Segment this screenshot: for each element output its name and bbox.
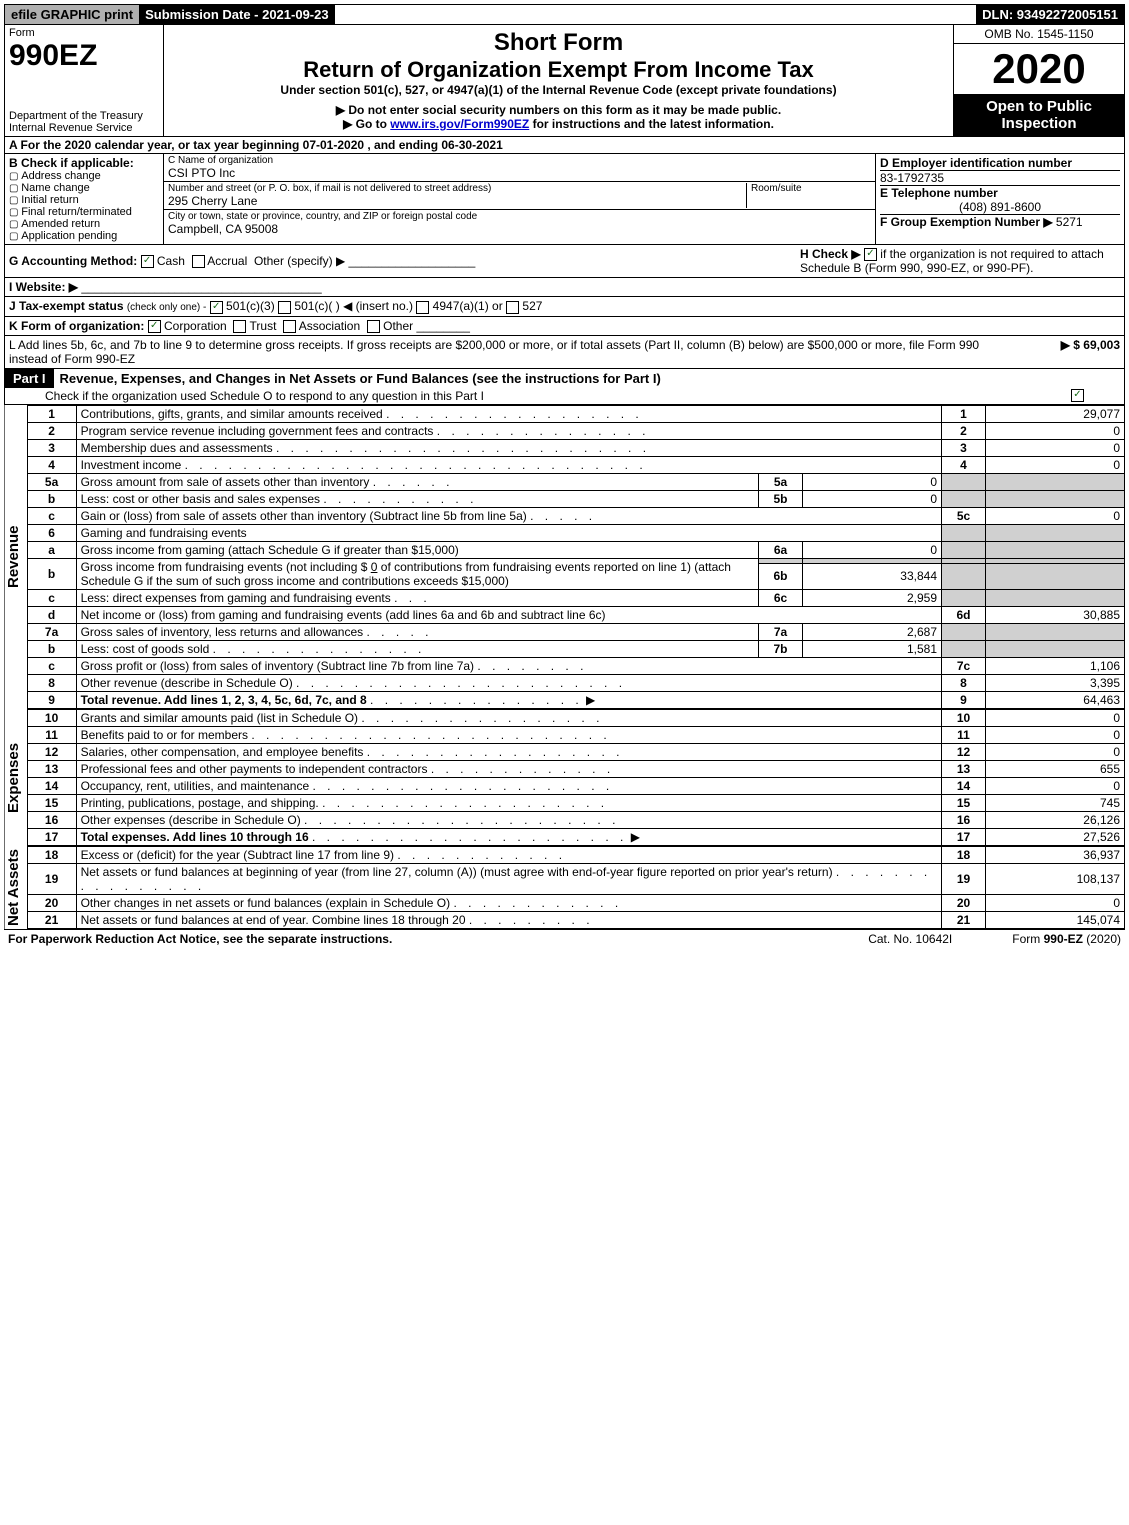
chk-cash[interactable]	[141, 255, 154, 268]
city-value: Campbell, CA 95008	[168, 222, 871, 236]
chk-schedule-o[interactable]	[1071, 389, 1084, 402]
revenue-side-label: Revenue	[5, 405, 27, 709]
chk-assoc[interactable]	[283, 320, 296, 333]
street-label: Number and street (or P. O. box, if mail…	[168, 183, 746, 194]
chk-name-change[interactable]: Name change	[9, 182, 159, 194]
top-bar: efile GRAPHIC print Submission Date - 20…	[4, 4, 1125, 25]
tax-year: 2020	[954, 44, 1124, 94]
chk-initial-return[interactable]: Initial return	[9, 194, 159, 206]
footer-formid: Form 990-EZ (2020)	[1012, 932, 1121, 946]
title-short-form: Short Form	[168, 29, 949, 57]
chk-schedule-b[interactable]	[864, 248, 877, 261]
org-name-label: C Name of organization	[168, 155, 871, 166]
chk-amended-return[interactable]: Amended return	[9, 218, 159, 230]
submission-date: Submission Date - 2021-09-23	[139, 5, 335, 24]
group-exemption: F Group Exemption Number ▶ 5271	[880, 215, 1120, 229]
chk-501c3[interactable]	[210, 301, 223, 314]
netassets-table: 18Excess or (deficit) for the year (Subt…	[27, 846, 1125, 929]
city-label: City or town, state or province, country…	[168, 211, 871, 222]
box-b-header: B Check if applicable:	[9, 156, 159, 170]
chk-527[interactable]	[506, 301, 519, 314]
org-name: CSI PTO Inc	[168, 166, 871, 180]
tel-value: (408) 891-8600	[880, 200, 1120, 215]
section-tax-status: J Tax-exempt status (check only one) - 5…	[4, 297, 1125, 316]
open-inspection: Open to Public Inspection	[954, 94, 1124, 136]
entity-block: B Check if applicable: Address change Na…	[4, 154, 1125, 245]
expenses-side-label: Expenses	[5, 709, 27, 846]
section-gh: G Accounting Method: Cash Accrual Other …	[4, 245, 1125, 278]
room-label: Room/suite	[751, 183, 871, 194]
chk-other-org[interactable]	[367, 320, 380, 333]
chk-trust[interactable]	[233, 320, 246, 333]
subtitle: Under section 501(c), 527, or 4947(a)(1)…	[168, 83, 949, 97]
form-label: Form	[9, 27, 159, 39]
part1-check-text: Check if the organization used Schedule …	[45, 389, 1071, 403]
revenue-table: 1Contributions, gifts, grants, and simil…	[27, 405, 1125, 709]
l-text: L Add lines 5b, 6c, and 7b to line 9 to …	[9, 338, 990, 366]
expenses-section: Expenses 10Grants and similar amounts pa…	[4, 709, 1125, 846]
ssn-warning: ▶ Do not enter social security numbers o…	[168, 103, 949, 117]
part1-header: Part I Revenue, Expenses, and Changes in…	[4, 369, 1125, 405]
street-value: 295 Cherry Lane	[168, 194, 746, 208]
part1-tab: Part I	[5, 369, 54, 388]
tel-label: E Telephone number	[880, 186, 1120, 200]
revenue-section: Revenue 1Contributions, gifts, grants, a…	[4, 405, 1125, 709]
footer-paperwork: For Paperwork Reduction Act Notice, see …	[8, 932, 808, 946]
ein-value: 83-1792735	[880, 171, 1120, 186]
chk-accrual[interactable]	[192, 255, 205, 268]
chk-address-change[interactable]: Address change	[9, 170, 159, 182]
expenses-table: 10Grants and similar amounts paid (list …	[27, 709, 1125, 846]
footer-catno: Cat. No. 10642I	[808, 932, 1012, 946]
dept-treasury: Department of the Treasury	[9, 110, 159, 122]
k-label: K Form of organization:	[9, 319, 144, 333]
netassets-section: Net Assets 18Excess or (deficit) for the…	[4, 846, 1125, 929]
section-gross-receipts: L Add lines 5b, 6c, and 7b to line 9 to …	[4, 336, 1125, 369]
title-return: Return of Organization Exempt From Incom…	[168, 57, 949, 83]
chk-4947[interactable]	[416, 301, 429, 314]
netassets-side-label: Net Assets	[5, 846, 27, 929]
website-label: I Website: ▶	[9, 280, 78, 294]
dept-irs: Internal Revenue Service	[9, 122, 159, 134]
chk-501c[interactable]	[278, 301, 291, 314]
section-form-org: K Form of organization: Corporation Trus…	[4, 317, 1125, 336]
omb-number: OMB No. 1545-1150	[954, 25, 1124, 44]
page-footer: For Paperwork Reduction Act Notice, see …	[4, 929, 1125, 948]
form-header: Form 990EZ Department of the Treasury In…	[4, 25, 1125, 137]
line-a-tax-year: A For the 2020 calendar year, or tax yea…	[4, 137, 1125, 154]
efile-print[interactable]: efile GRAPHIC print	[5, 5, 139, 24]
chk-application-pending[interactable]: Application pending	[9, 230, 159, 242]
goto-line: ▶ Go to www.irs.gov/Form990EZ for instru…	[168, 117, 949, 131]
part1-title: Revenue, Expenses, and Changes in Net As…	[54, 369, 667, 388]
chk-corp[interactable]	[148, 320, 161, 333]
form-number: 990EZ	[9, 39, 159, 73]
section-website: I Website: ▶ ___________________________…	[4, 278, 1125, 297]
ein-label: D Employer identification number	[880, 156, 1120, 171]
dln: DLN: 93492272005151	[976, 5, 1124, 24]
h-label: H Check ▶	[800, 247, 861, 261]
irs-link[interactable]: www.irs.gov/Form990EZ	[390, 117, 529, 131]
accounting-method-label: G Accounting Method:	[9, 254, 137, 268]
l-value: ▶ $ 69,003	[990, 338, 1120, 366]
j-label: J Tax-exempt status	[9, 299, 124, 313]
chk-final-return[interactable]: Final return/terminated	[9, 206, 159, 218]
